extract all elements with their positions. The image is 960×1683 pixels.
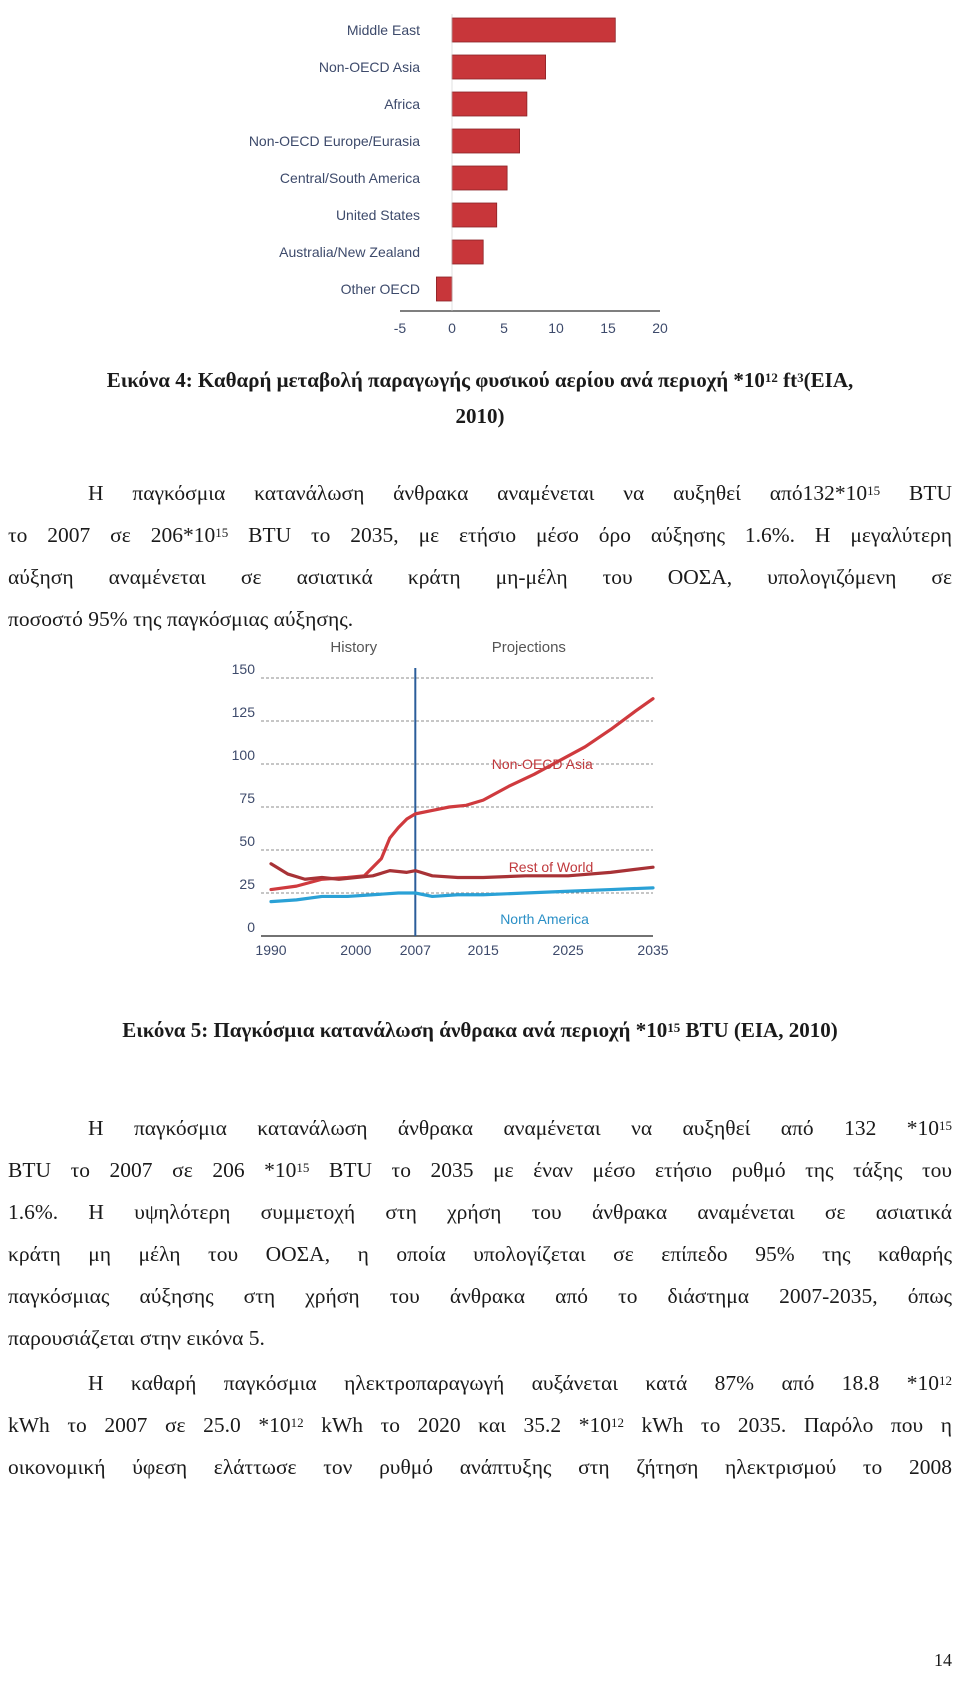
bar-category-label: United States: [336, 207, 420, 223]
para2-line5: παγκόσμιας αύξησης στη χρήση του άνθρακα…: [8, 1284, 952, 1308]
para2-line3: 1.6%. Η υψηλότερη συμμετοχή στη χρήση το…: [8, 1200, 952, 1224]
bar-category-label: Non-OECD Asia: [319, 59, 420, 75]
bar: [451, 128, 520, 154]
bar: [435, 276, 453, 302]
line-y-tick-label: 100: [232, 747, 256, 763]
series-line: [269, 862, 655, 881]
bar-category-label: Other OECD: [341, 281, 420, 297]
line-y-tick-label: 25: [239, 876, 255, 892]
para1-line4: ποσοστό 95% της παγκόσμιας αύξησης.: [8, 607, 354, 631]
series-label: Non-OECD Asia: [492, 756, 593, 772]
line-y-tick-label: 75: [239, 790, 255, 806]
line-y-tick-label: 50: [239, 833, 255, 849]
bar-x-tick-label: 0: [448, 320, 456, 336]
series-line: [269, 886, 655, 904]
para1-line3: αύξηση αναμένεται σε ασιατικά κράτη μη-μ…: [8, 565, 952, 589]
line-x-tick-label: 2000: [340, 942, 371, 958]
para2-line2: BTU το 2007 σε 206 *1015 BTU το 2035 με …: [8, 1158, 952, 1182]
para3-line1: Η καθαρή παγκόσμια ηλεκτροπαραγωγή αυξάν…: [88, 1371, 952, 1395]
figure-5-caption: Εικόνα 5: Παγκόσμια κατανάλωση άνθρακα α…: [0, 1012, 960, 1048]
bar: [451, 54, 546, 80]
bar-x-tick-label: 20: [652, 320, 668, 336]
bar-category-label: Africa: [384, 96, 420, 112]
para2-line1: Η παγκόσμια κατανάλωση άνθρακα αναμένετα…: [88, 1116, 952, 1140]
history-label: History: [330, 639, 377, 656]
line-x-tick-label: 2035: [637, 942, 668, 958]
paragraph-1: Η παγκόσμια κατανάλωση άνθρακα αναμένετα…: [8, 472, 952, 640]
para1-line1: Η παγκόσμια κατανάλωση άνθρακα αναμένετα…: [88, 481, 952, 505]
line-x-tick-label: 2025: [553, 942, 584, 958]
para2-line4: κράτη μη μέλη του ΟΟΣΑ, η οποία υπολογίζ…: [8, 1242, 952, 1266]
caption-4-suffix: (EIA,: [803, 368, 854, 392]
caption-5-sup: 15: [667, 1020, 681, 1035]
caption-4-line2: 2010): [455, 404, 505, 428]
bar-chart: Middle East Non-OECD Asia Africa Non-OECD E…: [249, 14, 668, 336]
paragraph-3: Η καθαρή παγκόσμια ηλεκτροπαραγωγή αυξάν…: [8, 1362, 952, 1488]
caption-4-prefix: Εικόνα 4: Καθαρή μεταβολή παραγωγής φυσι…: [106, 368, 765, 392]
projections-label: Projections: [492, 639, 566, 656]
series-label: North America: [500, 911, 589, 927]
line-x-tick-label: 1990: [255, 942, 286, 958]
series-label: Rest of World: [509, 859, 594, 875]
series-line: [269, 697, 655, 892]
caption-5-prefix: Εικόνα 5: Παγκόσμια κατανάλωση άνθρακα α…: [122, 1018, 668, 1042]
bar-x-tick-label: 10: [548, 320, 564, 336]
paragraph-2: Η παγκόσμια κατανάλωση άνθρακα αναμένετα…: [8, 1107, 952, 1359]
bar-x-tick-label: 15: [600, 320, 616, 336]
bar: [451, 239, 484, 265]
caption-4-mid: ft: [777, 368, 798, 392]
bar-category-label: Non-OECD Europe/Eurasia: [249, 133, 420, 149]
page-number: 14: [934, 1650, 952, 1670]
line-chart: 0 25 50 75 100 125 150 1990 2000 2007 2015 2025 203…: [232, 639, 669, 958]
line-x-tick-label: 2007: [400, 942, 431, 958]
caption-5-suffix: BTU (EIA, 2010): [680, 1018, 838, 1042]
bar-category-label: Middle East: [347, 22, 420, 38]
para3-line2: kWh το 2007 σε 25.0 *1012 kWh το 2020 κα…: [8, 1413, 952, 1437]
para2-line6: παρουσιάζεται στην εικόνα 5.: [8, 1326, 265, 1350]
caption-4-sup2: 3: [797, 370, 804, 385]
line-x-tick-label: 2015: [468, 942, 499, 958]
figure-4-caption: Εικόνα 4: Καθαρή μεταβολή παραγωγής φυσι…: [0, 362, 960, 434]
bar-x-tick-label: 5: [500, 320, 508, 336]
bar-x-tick-label: -5: [394, 320, 407, 336]
line-y-tick-label: 0: [247, 919, 255, 935]
line-y-tick-label: 125: [232, 704, 256, 720]
bar: [451, 17, 616, 43]
bar-category-label: Australia/New Zealand: [279, 244, 420, 260]
line-y-tick-label: 150: [232, 661, 256, 677]
bar: [451, 91, 528, 117]
caption-4-sup1: 12: [764, 370, 778, 385]
para1-line2: το 2007 σε 206*1015 BTU το 2035, με ετήσ…: [8, 523, 952, 547]
para3-line3: οικονομική ύφεση ελάττωσε τον ρυθμό ανάπ…: [8, 1455, 952, 1479]
bar: [451, 202, 498, 228]
bar: [451, 165, 508, 191]
bar-category-label: Central/South America: [280, 170, 420, 186]
